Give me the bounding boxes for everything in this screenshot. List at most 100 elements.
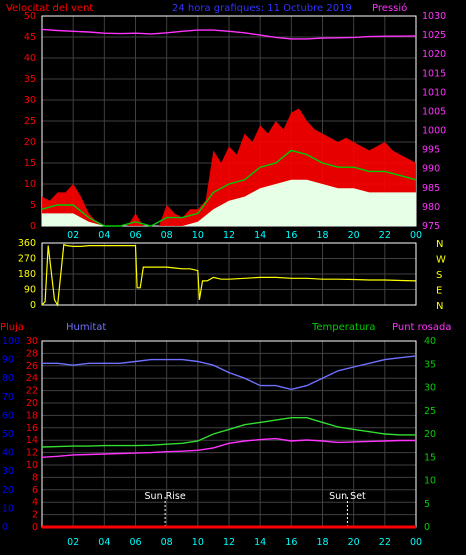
rain-tick-label: 20 (26, 398, 38, 409)
temp-tick-label: 25 (424, 406, 436, 417)
humidity-tick-label: 50 (2, 429, 14, 440)
y2-tick-label: 1030 (422, 11, 446, 22)
rain-tick-label: 22 (26, 386, 38, 397)
temp-tick-label: 10 (424, 476, 436, 487)
rain-tick-label: 30 (26, 336, 38, 347)
humidity-label: Humitat (66, 322, 106, 333)
temp-tick-label: 0 (424, 522, 430, 533)
y2-tick-label: 1025 (422, 30, 446, 41)
dewpoint-label: Punt rosada (392, 322, 451, 333)
rain-tick-label: 24 (26, 373, 38, 384)
temp-humidity-chart: 0102030405060708090100024681012141618202… (2, 336, 436, 548)
x-tick-label: 18 (316, 230, 328, 241)
x-tick-label: 02 (67, 230, 79, 241)
y2-tick-label: 980 (422, 202, 440, 213)
humidity-tick-label: 80 (2, 373, 14, 384)
temp-tick-label: 40 (424, 336, 436, 347)
rain-tick-label: 26 (26, 361, 38, 372)
temp-tick-label: 30 (424, 383, 436, 394)
y-tick-label: 180 (18, 269, 36, 280)
y-tick-label: 270 (18, 254, 36, 265)
compass-label: N (436, 239, 443, 250)
dewpoint-line (41, 437, 416, 458)
compass-label: E (436, 286, 442, 297)
y2-tick-label: 1005 (422, 106, 446, 117)
wind-direction-line (41, 243, 417, 307)
x-tick-label: 16 (285, 230, 297, 241)
humidity-tick-label: 100 (2, 336, 20, 347)
humidity-tick-label: 20 (2, 485, 14, 496)
y-tick-label: 40 (24, 53, 36, 64)
rain-tick-label: 18 (26, 410, 38, 421)
x-tick-label: 18 (316, 537, 328, 548)
x-tick-label: 12 (223, 537, 235, 548)
y-tick-label: 90 (24, 285, 36, 296)
humidity-tick-label: 90 (2, 355, 14, 366)
pressure-title: Pressió (372, 2, 407, 14)
x-tick-label: 04 (98, 537, 110, 548)
pressure-line (41, 28, 417, 40)
x-tick-label: 04 (98, 230, 110, 241)
plot-frame (41, 242, 417, 306)
rain-label: Pluja (0, 322, 24, 333)
x-tick-label: 00 (410, 230, 422, 241)
rain-tick-label: 16 (26, 423, 38, 434)
humidity-tick-label: 0 (2, 522, 8, 533)
y-tick-label: 20 (24, 137, 36, 148)
y-tick-label: 15 (24, 158, 36, 169)
temp-tick-label: 15 (424, 452, 436, 463)
sun-set-label: Sun Set (329, 491, 366, 502)
humidity-tick-label: 40 (2, 448, 14, 459)
x-tick-label: 06 (129, 230, 141, 241)
y-tick-label: 25 (24, 116, 36, 127)
rain-tick-label: 10 (26, 460, 38, 471)
y-tick-label: 5 (30, 200, 36, 211)
compass-label: W (436, 255, 446, 266)
x-tick-label: 02 (67, 537, 79, 548)
x-tick-label: 22 (379, 230, 391, 241)
y-tick-label: 0 (30, 221, 36, 232)
humidity-tick-label: 30 (2, 466, 14, 477)
x-tick-label: 06 (129, 537, 141, 548)
rain-tick-label: 4 (32, 497, 38, 508)
x-tick-label: 08 (161, 230, 173, 241)
humidity-tick-label: 10 (2, 503, 14, 514)
rain-tick-label: 28 (26, 348, 38, 359)
y2-tick-label: 995 (422, 145, 440, 156)
y-tick-label: 0 (30, 300, 36, 311)
wind-low-area (42, 179, 416, 226)
temperature-label: Temperatura (311, 322, 376, 333)
humidity-line (42, 355, 417, 391)
humidity-tick-label: 60 (2, 410, 14, 421)
y2-tick-label: 1000 (422, 126, 446, 137)
x-tick-label: 12 (223, 230, 235, 241)
y-tick-label: 30 (24, 95, 36, 106)
x-tick-label: 20 (348, 230, 360, 241)
compass-label: S (436, 270, 442, 281)
chart-date-title: 24 hora grafiques: 11 Octubre 2019 (172, 3, 352, 14)
rain-tick-label: 2 (32, 510, 38, 521)
y-tick-label: 50 (24, 11, 36, 22)
sun-rise-label: Sun Rise (145, 491, 186, 502)
x-tick-label: 08 (161, 537, 173, 548)
y-tick-label: 35 (24, 74, 36, 85)
x-tick-label: 10 (192, 537, 204, 548)
y-tick-label: 10 (24, 179, 36, 190)
x-tick-label: 22 (379, 537, 391, 548)
temp-tick-label: 5 (424, 499, 430, 510)
rain-tick-label: 14 (26, 435, 38, 446)
x-tick-label: 14 (254, 230, 266, 241)
y2-tick-label: 1015 (422, 68, 446, 79)
wind-pressure-chart: 0510152025303540455097598098599099510001… (24, 11, 446, 241)
rain-tick-label: 6 (32, 485, 38, 496)
x-tick-label: 20 (348, 537, 360, 548)
y2-tick-label: 975 (422, 221, 440, 232)
y2-tick-label: 990 (422, 164, 440, 175)
y-tick-label: 45 (24, 32, 36, 43)
temp-tick-label: 20 (424, 429, 436, 440)
temperature-line (41, 417, 416, 448)
temp-tick-label: 35 (424, 359, 436, 370)
humidity-tick-label: 70 (2, 392, 14, 403)
